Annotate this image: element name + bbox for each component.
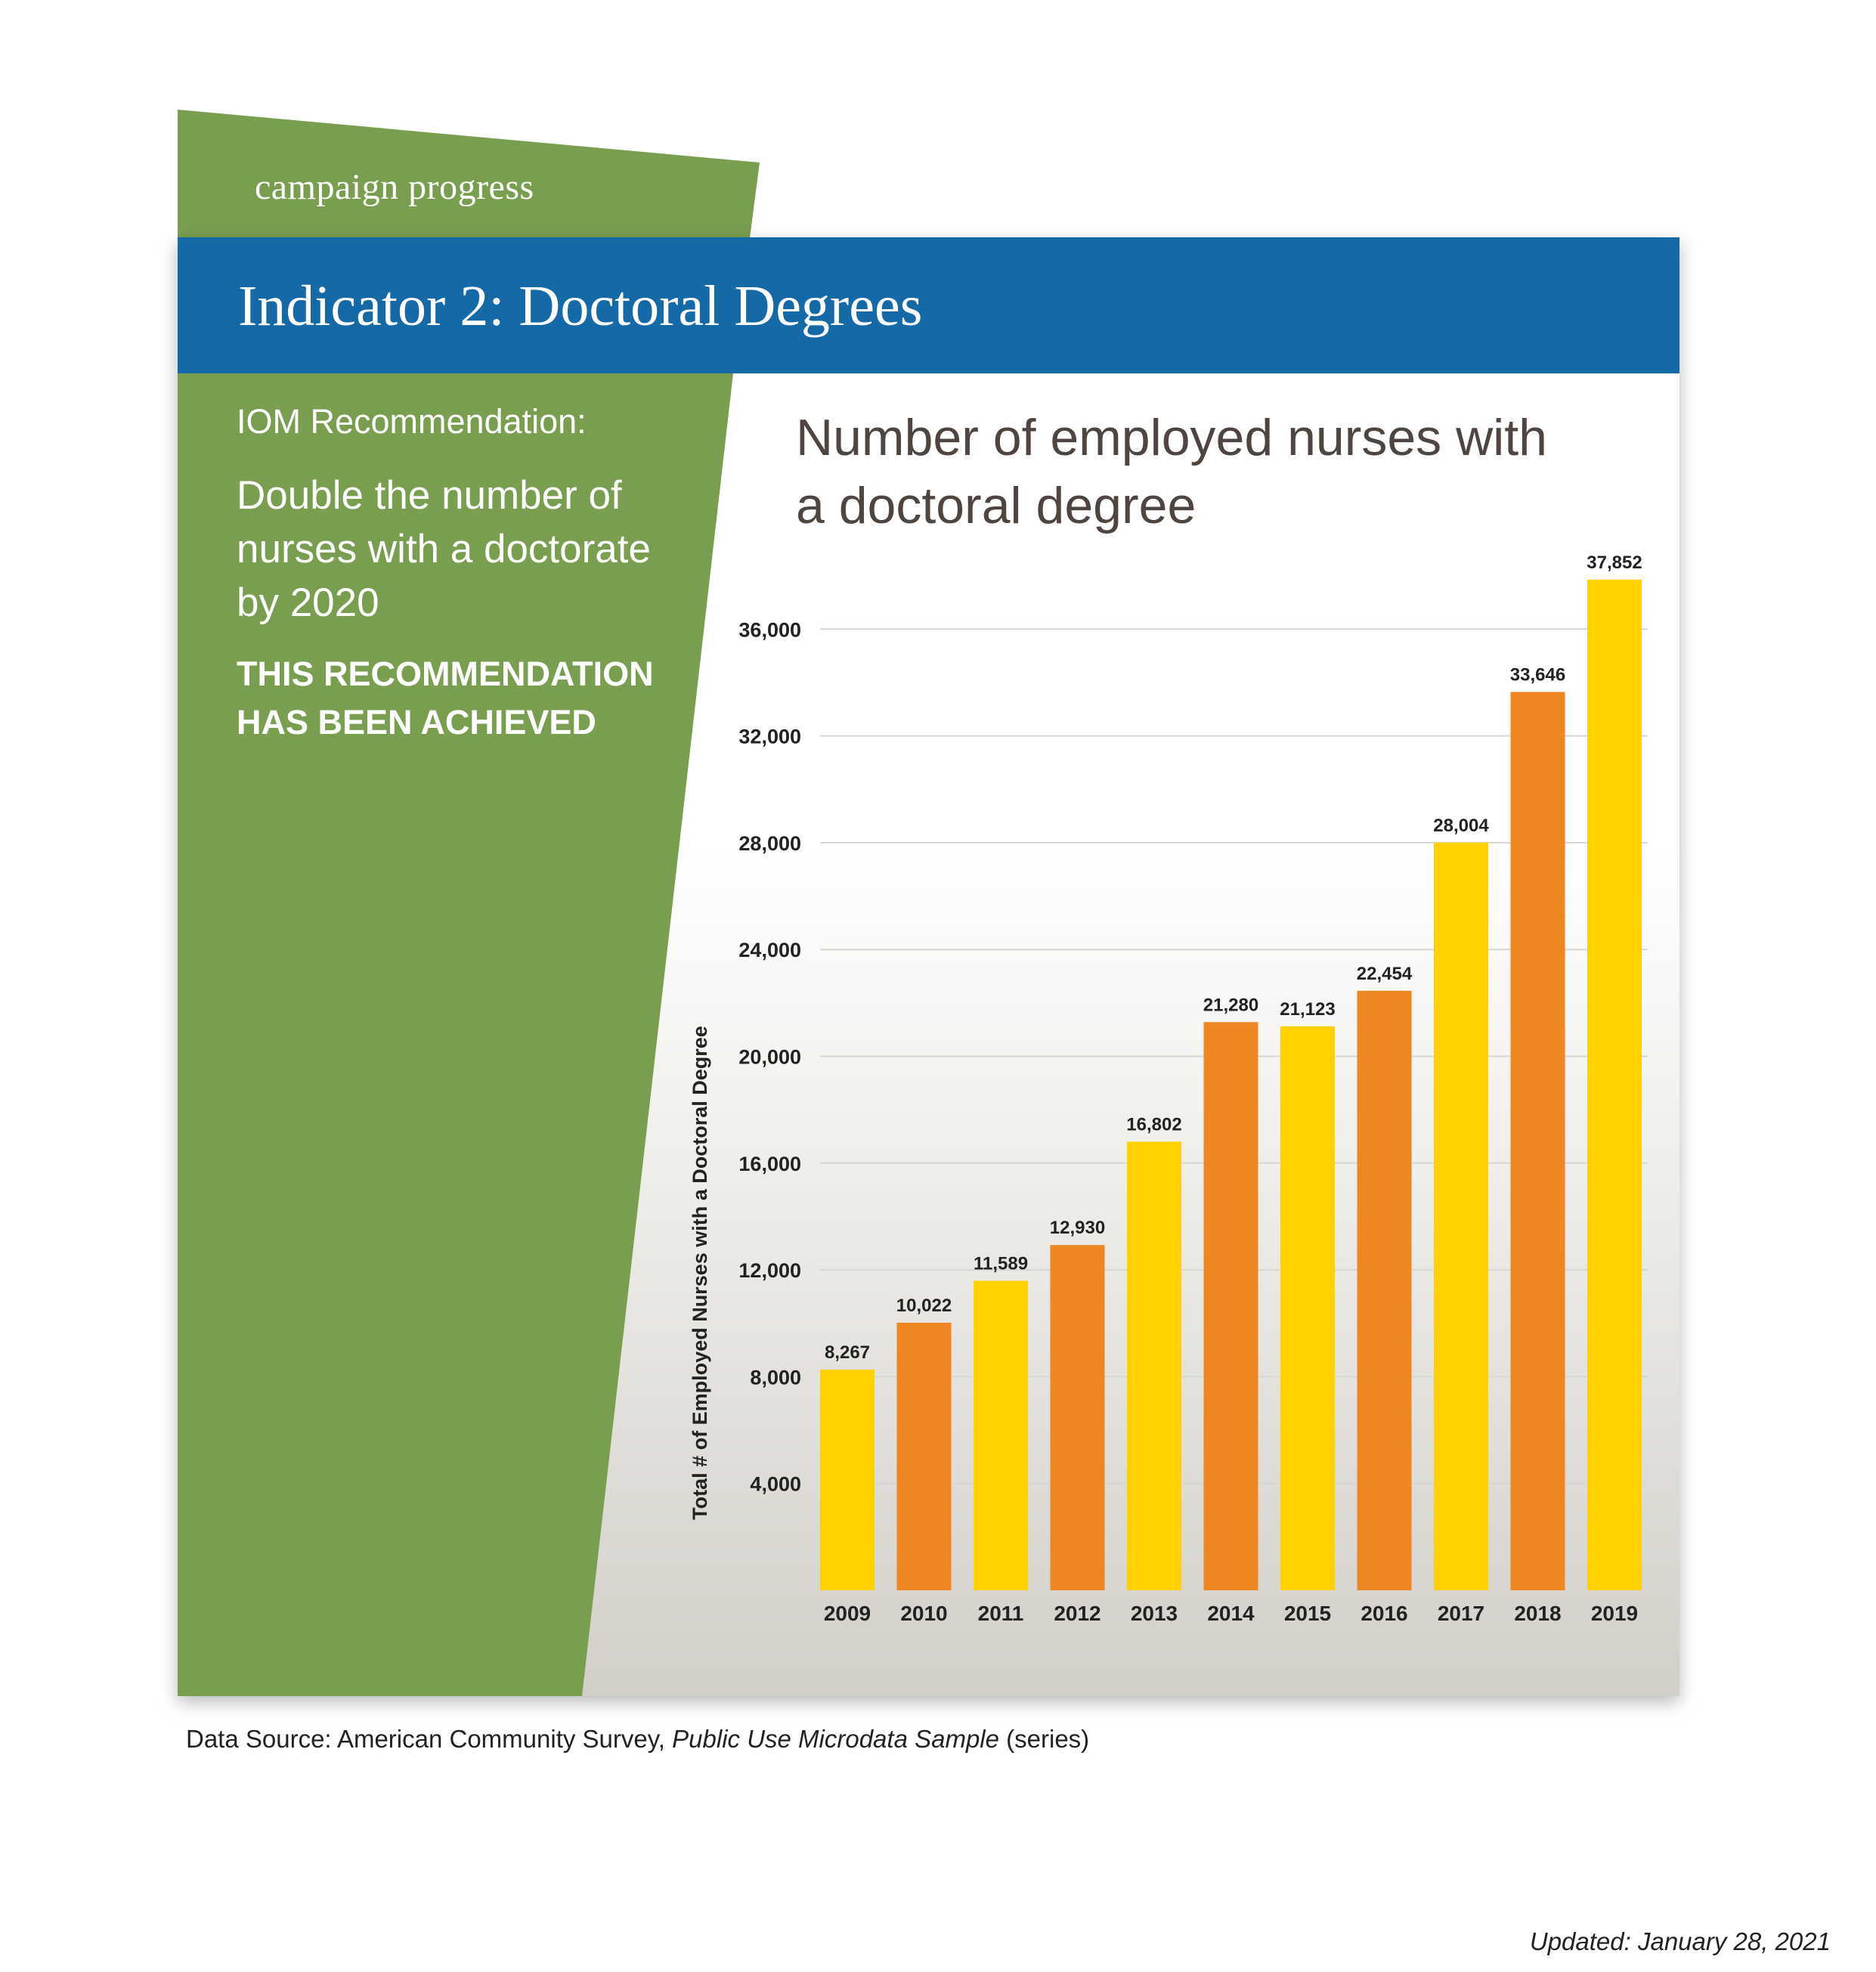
bar-value-label: 33,646 xyxy=(1510,664,1565,685)
bar xyxy=(896,1322,952,1590)
x-tick-label: 2009 xyxy=(824,1602,871,1625)
y-tick-label: 4,000 xyxy=(750,1473,801,1496)
x-tick-label: 2018 xyxy=(1514,1602,1561,1625)
x-tick-label: 2019 xyxy=(1591,1602,1638,1625)
bar xyxy=(1127,1141,1181,1590)
recommendation-panel-shape xyxy=(178,373,733,1696)
recommendation-status: THIS RECOMMENDATION HAS BEEN ACHIEVED xyxy=(237,655,654,741)
recommendation-label: IOM Recommendation: xyxy=(237,402,587,441)
x-tick-label: 2012 xyxy=(1054,1602,1101,1625)
updated-date: Updated: January 28, 2021 xyxy=(1529,1927,1831,1955)
bar-value-label: 37,852 xyxy=(1587,553,1642,573)
data-source-suffix: (series) xyxy=(999,1725,1090,1753)
recommendation-text: Double the number of nurses with a docto… xyxy=(237,473,651,625)
x-tick-label: 2013 xyxy=(1131,1602,1178,1625)
x-tick-label: 2011 xyxy=(978,1602,1024,1625)
y-tick-label: 32,000 xyxy=(738,726,801,748)
bar xyxy=(1357,990,1412,1590)
y-tick-label: 36,000 xyxy=(738,618,801,641)
bar xyxy=(974,1280,1028,1590)
bar-chart: 4,000 8,000 12,000 16,000 20,000 24,000 28,000… xyxy=(689,553,1648,1625)
data-source-prefix: Data Source: American Community Survey, xyxy=(186,1725,673,1753)
bar-value-label: 28,004 xyxy=(1433,816,1489,836)
bar xyxy=(1434,842,1488,1590)
bar xyxy=(1280,1026,1335,1590)
bar-value-label: 21,280 xyxy=(1203,995,1258,1015)
chart-title: Number of employed nurses with a doctora… xyxy=(796,409,1548,534)
x-tick-label: 2017 xyxy=(1438,1602,1484,1625)
bar-value-label: 16,802 xyxy=(1126,1114,1181,1135)
bar-value-label: 11,589 xyxy=(974,1254,1028,1274)
y-tick-label: 28,000 xyxy=(738,832,801,855)
bar xyxy=(1203,1022,1258,1590)
x-tick-label: 2014 xyxy=(1207,1602,1255,1625)
data-source: Data Source: American Community Survey, … xyxy=(186,1725,1089,1754)
indicator-title: Indicator 2: Doctoral Degrees xyxy=(238,274,923,338)
y-tick-label: 20,000 xyxy=(738,1046,801,1069)
bar-value-label: 8,267 xyxy=(825,1342,870,1363)
bar xyxy=(1587,579,1642,1590)
x-tick-label: 2010 xyxy=(900,1602,947,1625)
campaign-progress-label: campaign progress xyxy=(255,167,534,207)
y-tick-label: 8,000 xyxy=(750,1366,801,1388)
data-source-title: Public Use Microdata Sample xyxy=(672,1725,999,1753)
bar-value-label: 21,123 xyxy=(1280,999,1335,1020)
y-tick-label: 16,000 xyxy=(738,1153,801,1175)
y-tick-label: 24,000 xyxy=(738,939,801,961)
title-banner: Indicator 2: Doctoral Degrees xyxy=(178,237,1679,373)
indicator-card: Indicator 2: Doctoral Degrees IOM Recomm… xyxy=(178,237,1679,1696)
bar-value-label: 12,930 xyxy=(1050,1218,1105,1238)
bar xyxy=(1510,692,1565,1590)
x-tick-label: 2015 xyxy=(1284,1602,1331,1625)
bar-value-label: 22,454 xyxy=(1357,964,1413,984)
bar xyxy=(1050,1245,1105,1590)
y-axis-label: Total # of Employed Nurses with a Doctor… xyxy=(689,1026,711,1520)
bar xyxy=(820,1369,875,1590)
bar-value-label: 10,022 xyxy=(896,1296,952,1316)
y-tick-label: 12,000 xyxy=(738,1259,801,1282)
x-tick-label: 2016 xyxy=(1361,1602,1407,1625)
